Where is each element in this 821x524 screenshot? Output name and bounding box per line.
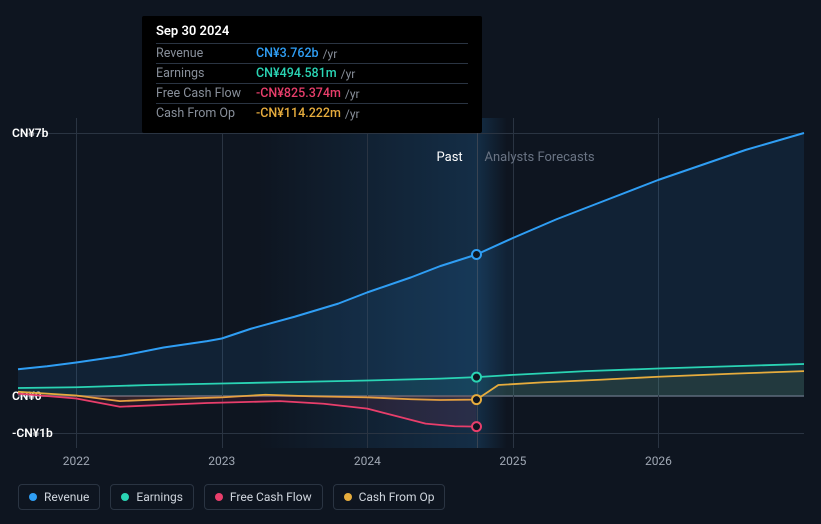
tooltip-metric-unit: /yr bbox=[323, 47, 338, 61]
legend-dot-icon bbox=[215, 493, 223, 501]
series-area bbox=[18, 394, 477, 427]
x-axis-label: 2024 bbox=[354, 454, 381, 468]
legend-label: Earnings bbox=[136, 490, 183, 504]
legend-dot-icon bbox=[121, 493, 129, 501]
x-axis-label: 2022 bbox=[63, 454, 90, 468]
tooltip-row: RevenueCN¥3.762b/yr bbox=[156, 43, 468, 63]
series-marker bbox=[472, 395, 481, 404]
tooltip-metric-label: Revenue bbox=[156, 46, 256, 61]
legend-dot-icon bbox=[29, 493, 37, 501]
chart-tooltip: Sep 30 2024 RevenueCN¥3.762b/yrEarningsC… bbox=[142, 16, 482, 133]
tooltip-metric-unit: /yr bbox=[345, 107, 360, 121]
tooltip-metric-unit: /yr bbox=[345, 87, 360, 101]
legend-item[interactable]: Revenue bbox=[18, 484, 100, 510]
tooltip-metric-unit: /yr bbox=[341, 67, 356, 81]
chart-legend: Revenue Earnings Free Cash Flow Cash From O… bbox=[18, 484, 445, 510]
tooltip-metric-label: Earnings bbox=[156, 66, 256, 81]
tooltip-row: EarningsCN¥494.581m/yr bbox=[156, 63, 468, 83]
legend-dot-icon bbox=[344, 493, 352, 501]
legend-item[interactable]: Cash From Op bbox=[333, 484, 446, 510]
tooltip-metric-value: -CN¥825.374m bbox=[256, 86, 341, 101]
tooltip-metric-label: Cash From Op bbox=[156, 106, 256, 121]
legend-label: Revenue bbox=[44, 490, 89, 504]
chart-area[interactable]: CN¥7bCN¥0-CN¥1b20222023202420252026PastA… bbox=[18, 118, 804, 448]
tooltip-metric-value: CN¥3.762b bbox=[256, 46, 319, 61]
series-marker bbox=[472, 373, 481, 382]
legend-label: Cash From Op bbox=[359, 490, 435, 504]
tooltip-row: Free Cash Flow-CN¥825.374m/yr bbox=[156, 83, 468, 103]
legend-label: Free Cash Flow bbox=[230, 490, 312, 504]
x-axis-label: 2025 bbox=[499, 454, 526, 468]
chart-svg bbox=[18, 118, 804, 448]
tooltip-metric-label: Free Cash Flow bbox=[156, 86, 256, 101]
series-marker bbox=[472, 422, 481, 431]
tooltip-row: Cash From Op-CN¥114.222m/yr bbox=[156, 103, 468, 123]
x-axis-label: 2026 bbox=[645, 454, 672, 468]
tooltip-metric-value: -CN¥114.222m bbox=[256, 106, 341, 121]
x-axis-label: 2023 bbox=[208, 454, 235, 468]
tooltip-date: Sep 30 2024 bbox=[156, 24, 468, 43]
legend-item[interactable]: Free Cash Flow bbox=[204, 484, 323, 510]
tooltip-metric-value: CN¥494.581m bbox=[256, 66, 337, 81]
legend-item[interactable]: Earnings bbox=[110, 484, 194, 510]
series-area bbox=[18, 133, 804, 396]
series-marker bbox=[472, 250, 481, 259]
